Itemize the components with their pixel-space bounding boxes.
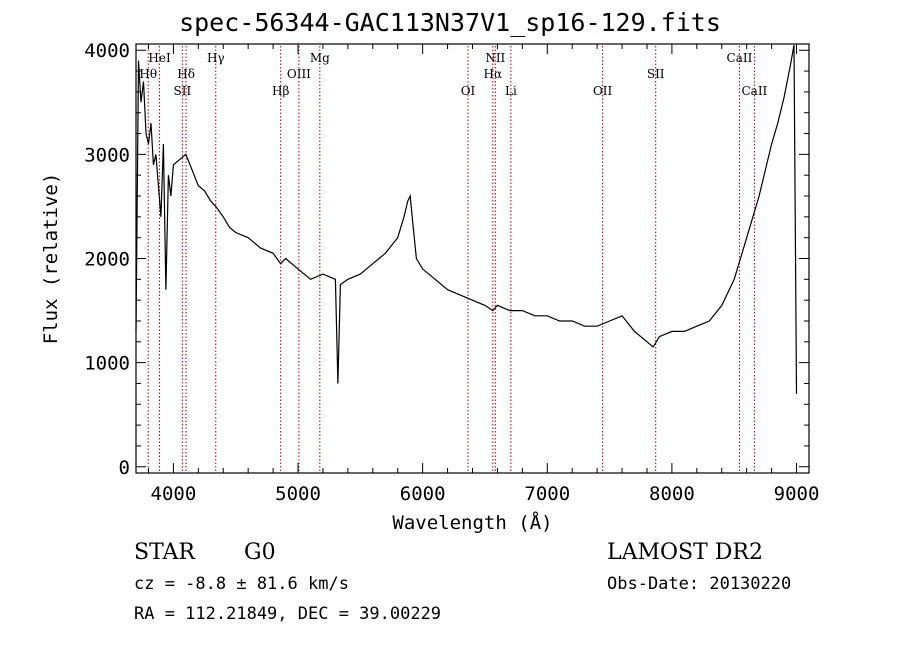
spectral-line-label: CaII (727, 51, 753, 65)
x-tick-label: 7000 (524, 483, 570, 505)
plot-frame (135, 43, 810, 474)
ra-dec: RA = 112.21849, DEC = 39.00229 (134, 604, 442, 624)
spectral-line-label: Hγ (207, 51, 225, 65)
object-subclass: G0 (244, 540, 276, 565)
spectral-line-label: OII (593, 84, 613, 98)
y-tick-label: 0 (119, 457, 130, 479)
y-tick-label: 4000 (84, 40, 130, 62)
x-tick-label: 4000 (151, 483, 197, 505)
object-type: STAR (134, 540, 195, 565)
spectral-line-label: CaII (741, 84, 767, 98)
chart-title: spec-56344-GAC113N37V1_sp16-129.fits (179, 8, 721, 37)
x-tick-label: 5000 (275, 483, 321, 505)
spectral-line-label: Hδ (177, 67, 195, 81)
spectral-line-label: Li (505, 84, 517, 98)
x-axis-label: Wavelength (Å) (392, 511, 552, 534)
spectral-line-label: Hβ (272, 84, 289, 98)
spectral-line-label: Mg (310, 51, 330, 65)
spectral-line-label: SII (647, 67, 665, 81)
spectral-line-label: Hθ (139, 67, 157, 81)
y-tick-label: 1000 (84, 353, 130, 375)
obs-date: Obs-Date: 20130220 (607, 574, 792, 594)
x-tick-label: 8000 (649, 483, 695, 505)
y-tick-label: 2000 (84, 249, 130, 271)
spectral-line-label: HeI (148, 51, 171, 65)
y-axis-label: Flux (relative) (40, 173, 62, 345)
spectral-line-label: NII (485, 51, 505, 65)
y-tick-label: 3000 (84, 144, 130, 166)
survey-name: LAMOST DR2 (607, 540, 763, 565)
redshift-cz: cz = -8.8 ± 81.6 km/s (134, 574, 349, 594)
spectral-line-label: Hα (484, 67, 503, 81)
spectrum-line (135, 44, 798, 394)
x-tick-label: 9000 (774, 483, 820, 505)
spectral-line-label: OIII (287, 67, 311, 81)
spectral-line-label: OI (461, 84, 476, 98)
x-tick-label: 6000 (400, 483, 446, 505)
spectral-line-label: SII (174, 84, 192, 98)
